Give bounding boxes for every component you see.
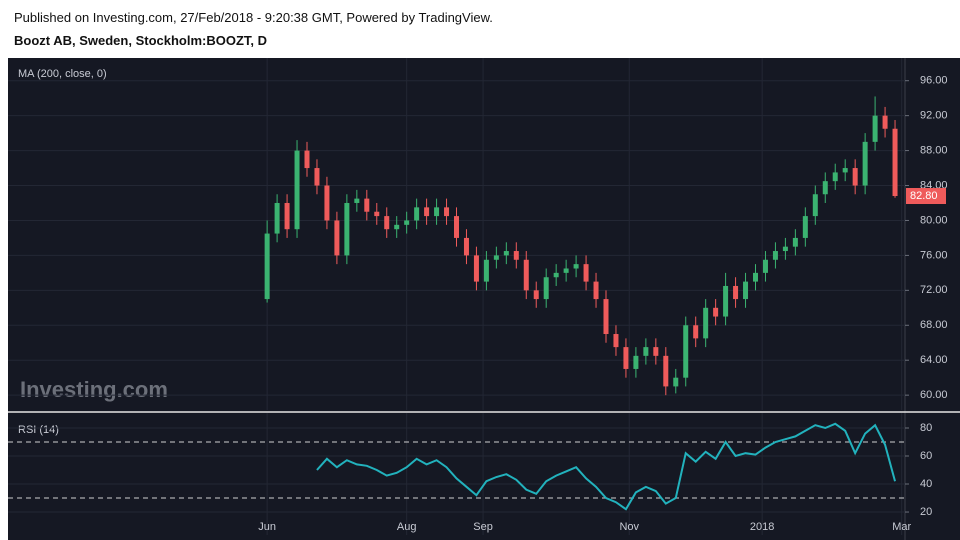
rsi-tick-label: 20 xyxy=(920,506,932,518)
candle-body xyxy=(533,290,539,300)
candle-body xyxy=(463,237,469,256)
candle-body xyxy=(364,198,370,212)
watermark: Investing.com xyxy=(20,377,168,402)
candle-body xyxy=(553,272,559,278)
candle-body xyxy=(792,237,798,247)
candle-body xyxy=(264,233,270,300)
last-price-tag xyxy=(906,188,946,205)
y-tick-label: 68.00 xyxy=(920,319,948,331)
candle-body xyxy=(762,259,768,273)
candle-body xyxy=(753,272,758,282)
candle-body xyxy=(563,268,569,273)
y-tick-label: 76.00 xyxy=(920,249,948,261)
candle-body xyxy=(493,255,499,260)
candle-body xyxy=(623,347,629,369)
candle-body xyxy=(354,198,360,203)
candle-body xyxy=(583,264,589,282)
candle-body xyxy=(832,172,838,182)
candle-body xyxy=(573,264,579,269)
candle-body xyxy=(274,202,280,234)
x-tick-label: Nov xyxy=(619,521,639,533)
candle-body xyxy=(304,150,310,169)
candle-body xyxy=(314,168,320,186)
candle-body xyxy=(703,307,709,339)
candle-body xyxy=(772,251,778,260)
candle-body xyxy=(384,216,390,230)
candle-body xyxy=(643,347,649,356)
indicator-label: MA (200, close, 0) xyxy=(18,68,107,80)
candle-body xyxy=(693,325,699,339)
candle-body xyxy=(852,168,858,186)
candle-body xyxy=(653,347,659,356)
x-tick-label: Mar xyxy=(892,521,911,533)
candle-body xyxy=(284,202,290,230)
candle-body xyxy=(842,168,848,173)
rsi-tick-label: 60 xyxy=(920,450,932,462)
candle-body xyxy=(872,115,878,142)
candle-body xyxy=(633,355,639,369)
candle-body xyxy=(743,281,749,300)
x-tick-label: 2018 xyxy=(750,521,774,533)
candle-body xyxy=(444,207,450,217)
candle-body xyxy=(454,216,459,238)
candle-body xyxy=(593,281,599,300)
rsi-tick-label: 80 xyxy=(920,422,932,434)
candle-body xyxy=(812,194,818,217)
candle-body xyxy=(473,255,479,282)
candle-body xyxy=(404,220,410,225)
last-price-label: 82.80 xyxy=(910,190,938,202)
y-tick-label: 96.00 xyxy=(920,75,948,87)
y-tick-label: 92.00 xyxy=(920,110,948,122)
candle-body xyxy=(324,185,330,221)
candle-body xyxy=(334,220,340,256)
candle-body xyxy=(723,285,729,317)
candle-body xyxy=(434,207,440,217)
candle-body xyxy=(374,211,380,217)
candle-body xyxy=(603,299,609,335)
candle-body xyxy=(513,251,519,260)
candle-body xyxy=(892,128,898,197)
x-tick-label: Sep xyxy=(473,521,493,533)
candle-body xyxy=(802,216,808,238)
candle-body xyxy=(663,355,669,387)
candle-body xyxy=(713,307,719,317)
candle-body xyxy=(613,334,619,348)
y-tick-label: 60.00 xyxy=(920,389,948,401)
candle-body xyxy=(673,377,679,387)
x-tick-label: Jun xyxy=(258,521,276,533)
rsi-label: RSI (14) xyxy=(18,424,59,436)
y-tick-label: 72.00 xyxy=(920,284,948,296)
candle-body xyxy=(503,251,509,256)
candle-body xyxy=(733,285,739,300)
candle-body xyxy=(394,224,400,230)
candle-body xyxy=(483,259,489,282)
candle-body xyxy=(414,207,420,221)
candle-body xyxy=(523,259,529,291)
candle-body xyxy=(862,141,868,186)
y-tick-label: 88.00 xyxy=(920,144,948,156)
candle-body xyxy=(424,207,430,217)
candle-body xyxy=(822,181,828,195)
candle-body xyxy=(683,325,689,378)
y-tick-label: 80.00 xyxy=(920,214,948,226)
candle-body xyxy=(344,202,350,256)
symbol-title: Boozt AB, Sweden, Stockholm:BOOZT, D xyxy=(14,33,268,48)
y-tick-label: 64.00 xyxy=(920,354,948,366)
chart-background xyxy=(8,58,960,540)
x-tick-label: Aug xyxy=(397,521,417,533)
candle-body xyxy=(543,277,549,300)
rsi-line xyxy=(316,422,896,511)
candle-body xyxy=(882,115,888,129)
rsi-tick-label: 40 xyxy=(920,478,932,490)
candle-body xyxy=(294,150,300,230)
candle-body xyxy=(782,246,788,252)
published-note: Published on Investing.com, 27/Feb/2018 … xyxy=(14,10,493,25)
